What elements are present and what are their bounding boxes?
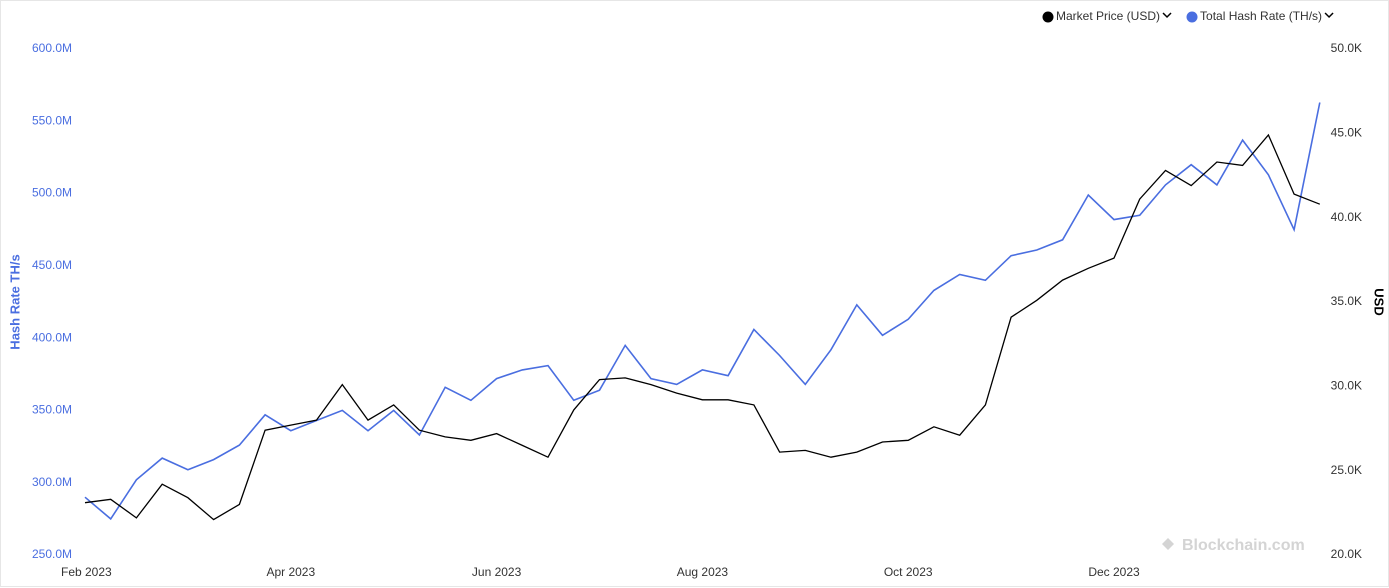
watermark: Blockchain.com	[1182, 537, 1305, 554]
series-line	[84, 102, 1321, 521]
y2-tick-label: 25.0K	[1331, 463, 1362, 477]
series-line	[84, 133, 1321, 521]
y-tick-label: 550.0M	[32, 113, 72, 127]
watermark-icon	[1162, 538, 1174, 550]
y-tick-label: 450.0M	[32, 258, 72, 272]
legend-label: Market Price (USD)	[1056, 9, 1160, 23]
y-tick-label: 350.0M	[32, 403, 72, 417]
legend-chevron	[1162, 12, 1172, 19]
y-tick-label: 600.0M	[32, 41, 72, 55]
x-tick-label: Feb 2023	[61, 565, 112, 579]
legend-marker	[1186, 11, 1198, 23]
y-tick-label: 400.0M	[32, 330, 72, 344]
legend-marker	[1042, 11, 1054, 23]
y2-tick-label: 40.0K	[1331, 210, 1362, 224]
x-tick-label: Apr 2023	[266, 565, 315, 579]
y-axis-label: Hash Rate TH/s	[7, 254, 22, 349]
y2-tick-label: 20.0K	[1331, 547, 1362, 561]
legend-chevron	[1324, 12, 1334, 19]
y-tick-label: 250.0M	[32, 547, 72, 561]
y2-axis-label: USD	[1372, 288, 1387, 315]
y2-tick-label: 50.0K	[1331, 41, 1362, 55]
y-tick-label: 500.0M	[32, 186, 72, 200]
x-tick-label: Oct 2023	[884, 565, 933, 579]
y2-tick-label: 35.0K	[1331, 294, 1362, 308]
y-tick-label: 300.0M	[32, 475, 72, 489]
x-tick-label: Jun 2023	[472, 565, 522, 579]
x-tick-label: Aug 2023	[677, 565, 729, 579]
y2-tick-label: 45.0K	[1331, 126, 1362, 140]
legend-label: Total Hash Rate (TH/s)	[1200, 9, 1322, 23]
y2-tick-label: 30.0K	[1331, 379, 1362, 393]
x-tick-label: Dec 2023	[1088, 565, 1140, 579]
